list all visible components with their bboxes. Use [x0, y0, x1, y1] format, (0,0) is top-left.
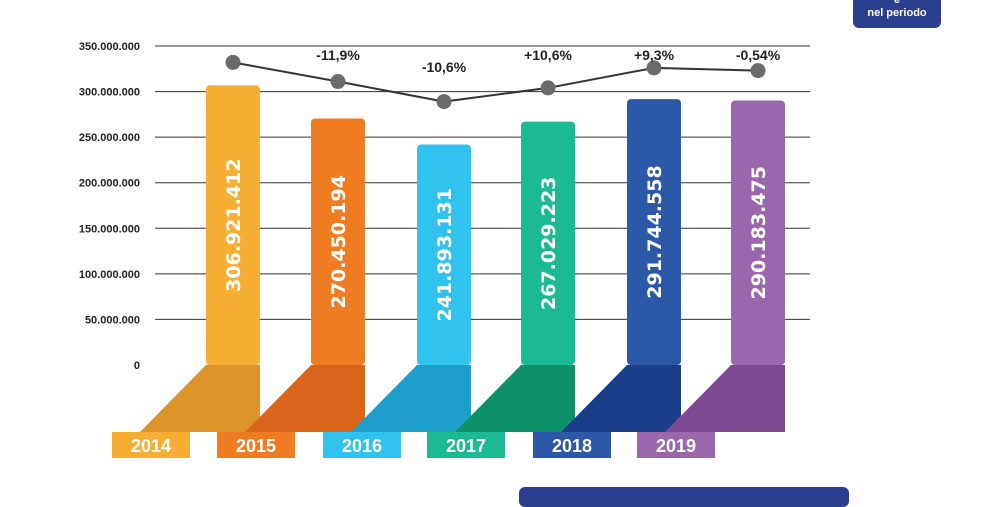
bar-foot [351, 365, 471, 432]
bar-group-2014: 2014 306.921.412 [112, 85, 260, 458]
trend-point [750, 63, 766, 79]
trend-percent-label: +10,6% [524, 47, 572, 63]
y-tick-label: 250.000.000 [79, 132, 140, 144]
bar-foot [561, 365, 681, 432]
bar-group-2017: 2017 267.029.223 [427, 121, 575, 458]
bar-value-label: 270.450.194 [328, 175, 350, 308]
year-plate [637, 432, 715, 458]
bar [417, 144, 471, 365]
bar [731, 100, 785, 365]
year-label: 2018 [552, 436, 592, 456]
bar-value-label: 241.893.131 [434, 188, 456, 321]
year-plate [427, 432, 505, 458]
bar-foot [665, 365, 785, 432]
year-label: 2014 [131, 436, 171, 456]
trend-point [330, 74, 346, 90]
trend-percent-label: -11,9% [316, 47, 360, 63]
badge-line-1: e [893, 0, 901, 6]
grid-lines [155, 45, 810, 320]
bar-foot [245, 365, 365, 432]
bar-group-2015: 2015 270.450.194 [217, 118, 365, 458]
trend-point [225, 54, 241, 70]
bar-foot [140, 365, 260, 432]
year-plate [533, 432, 611, 458]
y-tick-label: 50.000.000 [85, 314, 140, 326]
year-label: 2016 [342, 436, 382, 456]
trend-percent-label: -10,6% [422, 59, 467, 75]
trend-polyline [232, 61, 759, 103]
badge-line-2: nel periodo [867, 7, 927, 19]
y-axis: 0 50.000.000 100.000.000 150.000.000 200.000… [79, 41, 140, 372]
y-tick-label: 0 [134, 360, 140, 372]
bars: 2014 306.921.412 2015 270.450.194 2016 241.89… [112, 85, 785, 458]
y-tick-label: 200.000.000 [79, 178, 140, 190]
bar [206, 85, 260, 365]
bar-value-label: 267.029.223 [538, 177, 560, 310]
trend-point [646, 60, 662, 76]
year-label: 2019 [656, 436, 696, 456]
y-tick-label: 150.000.000 [79, 223, 140, 235]
bar-group-2019: 2019 290.183.475 [637, 100, 785, 458]
year-label: 2017 [446, 436, 486, 456]
year-plate [112, 432, 190, 458]
bar-value-label: 306.921.412 [223, 158, 245, 291]
bar-value-label: 291.744.558 [644, 165, 666, 298]
y-tick-label: 350.000.000 [79, 41, 140, 53]
bar [627, 99, 681, 365]
trend-point [540, 80, 556, 96]
bar [311, 118, 365, 365]
bar-group-2016: 2016 241.893.131 [323, 144, 471, 458]
year-plate [323, 432, 401, 458]
y-tick-label: 300.000.000 [79, 87, 140, 99]
year-label: 2015 [236, 436, 276, 456]
trend-percent-label: +9,3% [634, 47, 675, 63]
period-badge: e nel periodo [853, 0, 941, 28]
trend-percent-label: -0,54% [736, 47, 781, 63]
bar-foot [455, 365, 575, 432]
bar-group-2018: 2018 291.744.558 [533, 99, 681, 458]
bar [521, 121, 575, 365]
bar-value-label: 290.183.475 [748, 166, 770, 299]
trend-line: -11,9% -10,6% +10,6% +9,3% -0,54% [225, 47, 781, 110]
y-tick-label: 100.000.000 [79, 269, 140, 281]
trend-point [436, 94, 452, 110]
year-plate [217, 432, 295, 458]
